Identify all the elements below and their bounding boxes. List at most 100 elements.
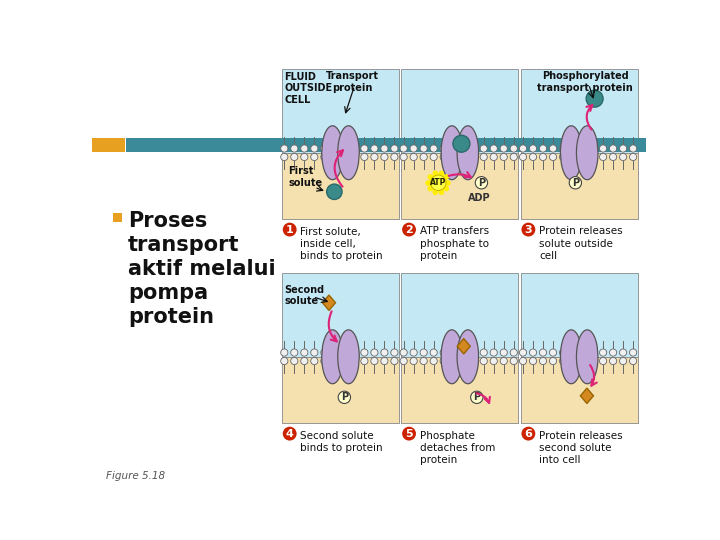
Circle shape [570, 349, 577, 356]
Circle shape [341, 349, 348, 356]
Circle shape [490, 153, 498, 160]
Text: Protein releases
solute outside
cell: Protein releases solute outside cell [539, 226, 623, 261]
Circle shape [431, 175, 446, 191]
Polygon shape [560, 330, 582, 384]
Circle shape [320, 357, 328, 364]
Polygon shape [441, 330, 463, 384]
Circle shape [402, 427, 416, 441]
Circle shape [590, 145, 597, 152]
Circle shape [283, 427, 297, 441]
Text: FLUID
OUTSIDE
CELL: FLUID OUTSIDE CELL [284, 72, 333, 105]
Circle shape [519, 145, 526, 152]
Circle shape [539, 145, 546, 152]
Circle shape [371, 145, 378, 152]
Circle shape [490, 145, 498, 152]
Circle shape [440, 349, 447, 356]
Circle shape [629, 357, 636, 364]
Circle shape [570, 357, 577, 364]
Circle shape [361, 357, 368, 364]
Circle shape [619, 153, 626, 160]
Text: 5: 5 [405, 429, 413, 438]
Circle shape [327, 184, 342, 199]
Text: Second solute
binds to protein: Second solute binds to protein [300, 430, 383, 453]
Circle shape [351, 153, 358, 160]
Text: 4: 4 [286, 429, 294, 438]
Circle shape [351, 145, 358, 152]
Circle shape [330, 357, 338, 364]
Circle shape [580, 153, 587, 160]
Text: ATP transfers
phosphate to
protein: ATP transfers phosphate to protein [420, 226, 489, 261]
Polygon shape [577, 330, 598, 384]
Text: Figure 5.18: Figure 5.18 [106, 471, 165, 481]
Circle shape [311, 145, 318, 152]
Circle shape [529, 349, 536, 356]
Text: Proses
transport
aktif melalui
pompa
protein: Proses transport aktif melalui pompa pro… [128, 211, 276, 327]
Text: 1: 1 [286, 225, 294, 234]
Circle shape [450, 153, 457, 160]
Circle shape [460, 357, 467, 364]
Circle shape [480, 349, 487, 356]
Circle shape [580, 349, 587, 356]
Circle shape [580, 357, 587, 364]
Circle shape [559, 357, 567, 364]
Polygon shape [457, 339, 470, 354]
Circle shape [381, 153, 388, 160]
Circle shape [471, 391, 483, 403]
Circle shape [281, 357, 288, 364]
Circle shape [420, 357, 427, 364]
Circle shape [351, 349, 358, 356]
Polygon shape [338, 330, 359, 384]
Circle shape [291, 349, 298, 356]
Circle shape [529, 145, 536, 152]
Circle shape [629, 349, 636, 356]
Circle shape [480, 145, 487, 152]
Circle shape [400, 145, 408, 152]
FancyBboxPatch shape [282, 357, 399, 423]
Circle shape [549, 145, 557, 152]
Circle shape [470, 153, 477, 160]
FancyBboxPatch shape [401, 153, 518, 219]
Circle shape [311, 349, 318, 356]
Circle shape [610, 357, 617, 364]
Circle shape [453, 135, 470, 152]
FancyBboxPatch shape [92, 138, 125, 152]
Text: Transport
protein: Transport protein [325, 71, 379, 92]
Text: 2: 2 [405, 225, 413, 234]
FancyBboxPatch shape [401, 357, 518, 423]
Circle shape [600, 145, 607, 152]
Circle shape [281, 349, 288, 356]
Polygon shape [560, 126, 582, 180]
Circle shape [410, 357, 418, 364]
Circle shape [311, 357, 318, 364]
Circle shape [381, 357, 388, 364]
Circle shape [529, 357, 536, 364]
FancyBboxPatch shape [282, 69, 399, 153]
Text: Protein releases
second solute
into cell: Protein releases second solute into cell [539, 430, 623, 465]
Circle shape [371, 349, 378, 356]
Circle shape [539, 153, 546, 160]
Circle shape [400, 153, 408, 160]
Circle shape [519, 153, 526, 160]
Circle shape [338, 391, 351, 403]
Circle shape [361, 145, 368, 152]
Circle shape [619, 145, 626, 152]
Circle shape [549, 357, 557, 364]
Circle shape [549, 349, 557, 356]
Circle shape [402, 222, 416, 237]
Circle shape [430, 145, 437, 152]
Circle shape [600, 357, 607, 364]
Circle shape [510, 153, 518, 160]
Polygon shape [338, 126, 359, 180]
Circle shape [420, 145, 427, 152]
Circle shape [301, 153, 308, 160]
Text: Phosphorylated
transport protein: Phosphorylated transport protein [537, 71, 633, 92]
Circle shape [361, 153, 368, 160]
Circle shape [440, 145, 447, 152]
Circle shape [610, 145, 617, 152]
FancyBboxPatch shape [282, 273, 399, 357]
Circle shape [450, 349, 457, 356]
Circle shape [410, 153, 418, 160]
Circle shape [510, 357, 518, 364]
Text: Second
solute: Second solute [284, 285, 325, 306]
Text: First
solute: First solute [288, 166, 323, 187]
